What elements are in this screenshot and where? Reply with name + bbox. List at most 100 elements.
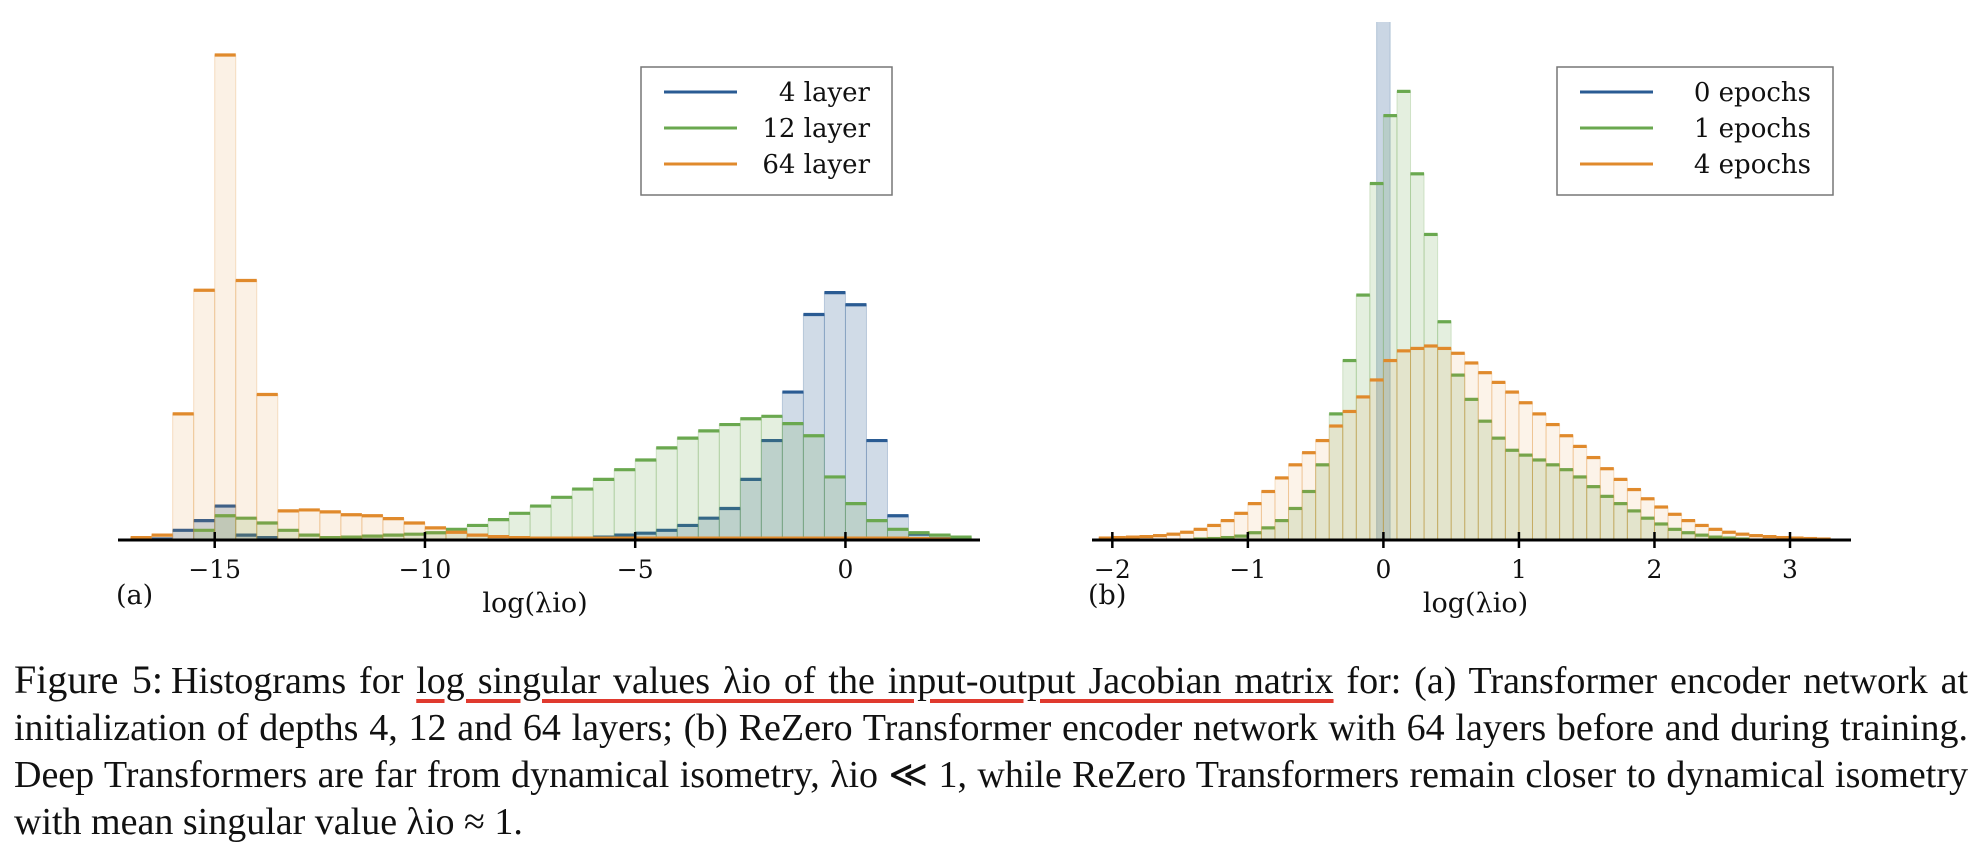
histogram-bar bbox=[1206, 524, 1222, 541]
histogram-bar bbox=[1545, 424, 1561, 541]
series-12-layer bbox=[193, 414, 973, 541]
histogram-bar bbox=[1531, 413, 1547, 541]
panel-a-label: (a) bbox=[116, 580, 153, 611]
panel-a-x-axis-label: log(λio) bbox=[482, 588, 587, 619]
histogram-bar bbox=[382, 518, 405, 541]
legend-label: 4 epochs bbox=[1694, 150, 1811, 180]
panel-a: −15 −10 −5 0 log(λio) (a) 4 layer 12 layer 64… bbox=[116, 53, 980, 619]
histogram-bar bbox=[1193, 528, 1208, 541]
histogram-bar bbox=[1288, 464, 1303, 541]
caption-highlighted-phrase: log singular values λio of the input-out… bbox=[416, 660, 1334, 702]
histogram-bar bbox=[1599, 468, 1615, 541]
histogram-bar bbox=[1586, 457, 1601, 541]
histogram-bar bbox=[1640, 498, 1655, 541]
series-64-layer bbox=[130, 53, 952, 541]
histogram-bar bbox=[1233, 512, 1249, 541]
legend-label: 0 epochs bbox=[1694, 78, 1811, 108]
histogram-bar bbox=[1437, 347, 1452, 541]
histogram-bar bbox=[214, 54, 237, 541]
panel-b-legend: 0 epochs 1 epochs 4 epochs bbox=[1556, 66, 1834, 196]
histogram-bar bbox=[193, 289, 216, 541]
histogram-bar bbox=[1315, 440, 1330, 541]
histogram-bar bbox=[676, 437, 699, 541]
histogram-bar bbox=[1559, 435, 1574, 541]
histogram-bar bbox=[1450, 352, 1466, 541]
histogram-bar bbox=[1382, 360, 1398, 541]
histogram-bar bbox=[634, 459, 657, 541]
x-tick-label: −5 bbox=[617, 555, 654, 584]
histogram-bar bbox=[1708, 528, 1723, 541]
histogram-bar bbox=[403, 522, 426, 541]
histogram-bar bbox=[1477, 372, 1493, 541]
histogram-bar bbox=[1504, 391, 1520, 541]
histogram-bar bbox=[1260, 491, 1276, 541]
histogram-bar bbox=[1410, 347, 1425, 541]
x-tick-label: −10 bbox=[399, 555, 452, 584]
histogram-bar bbox=[1220, 520, 1235, 541]
panel-b-label: (b) bbox=[1088, 580, 1126, 611]
legend-label: 1 epochs bbox=[1694, 114, 1811, 144]
x-tick-label: 2 bbox=[1647, 555, 1663, 584]
histogram-bar bbox=[361, 515, 384, 541]
histogram-bar bbox=[1355, 396, 1371, 541]
histogram-bar bbox=[697, 430, 720, 541]
histogram-bar bbox=[1301, 452, 1317, 541]
histogram-bar bbox=[1572, 445, 1588, 541]
figure-histograms: −15 −10 −5 0 log(λio) (a) 4 layer 12 layer 64… bbox=[116, 22, 1851, 619]
series-4-epochs bbox=[1098, 344, 1832, 541]
histogram-bar bbox=[1369, 379, 1384, 541]
histogram-bar bbox=[1667, 513, 1683, 541]
histogram-bar bbox=[298, 509, 321, 541]
x-tick-label: −2 bbox=[1094, 555, 1131, 584]
caption-text-before: Histograms for bbox=[170, 660, 417, 702]
histogram-bar bbox=[1464, 362, 1479, 541]
x-tick-label: 3 bbox=[1782, 555, 1798, 584]
histogram-bar bbox=[1653, 506, 1669, 541]
panel-b-x-axis-label: log(λio) bbox=[1423, 588, 1528, 619]
x-tick-label: −15 bbox=[188, 555, 241, 584]
histogram-bar bbox=[1491, 381, 1506, 541]
histogram-bar bbox=[1342, 410, 1357, 541]
x-tick-label: 0 bbox=[837, 555, 853, 584]
histogram-bar bbox=[781, 423, 804, 541]
histogram-bar bbox=[1247, 503, 1262, 541]
series-1-epochs bbox=[1193, 89, 1750, 541]
histogram-bar bbox=[592, 478, 615, 541]
legend-label: 12 layer bbox=[762, 114, 870, 144]
histogram-bar bbox=[718, 424, 741, 541]
histogram-bar bbox=[172, 413, 195, 541]
panel-a-ticks: −15 −10 −5 0 bbox=[188, 532, 853, 584]
histogram-bar bbox=[235, 280, 258, 541]
histogram-bar bbox=[1626, 489, 1642, 541]
histogram-bar bbox=[1681, 520, 1696, 541]
panel-b: −2 −1 0 1 2 3 log(λio) (b) 0 epochs 1 epochs 4 … bbox=[1088, 22, 1851, 619]
histogram-bar bbox=[739, 418, 762, 541]
legend-label: 64 layer bbox=[762, 150, 870, 180]
histogram-bar bbox=[760, 415, 783, 541]
legend-label: 4 layer bbox=[779, 78, 871, 108]
panel-b-ticks: −2 −1 0 1 2 3 bbox=[1094, 532, 1798, 584]
legend-frame bbox=[1556, 66, 1834, 196]
histogram-bar bbox=[277, 510, 300, 541]
histogram-bar bbox=[1518, 402, 1533, 541]
panel-a-bars bbox=[130, 53, 973, 541]
histogram-bar bbox=[1423, 345, 1439, 541]
histogram-bar bbox=[1274, 477, 1290, 541]
histogram-bar bbox=[844, 503, 867, 541]
panel-b-bars bbox=[1098, 22, 1832, 541]
histogram-bar bbox=[571, 488, 594, 541]
caption-text-after: for: (a) Transformer encoder network at … bbox=[14, 660, 1968, 843]
panel-a-legend: 4 layer 12 layer 64 layer bbox=[640, 66, 893, 196]
histogram-bar bbox=[529, 505, 552, 541]
histogram-bar bbox=[802, 435, 825, 541]
histogram-bar bbox=[1613, 478, 1628, 541]
histogram-bar bbox=[1328, 425, 1344, 541]
histogram-bar bbox=[319, 511, 342, 541]
x-tick-label: −1 bbox=[1229, 555, 1266, 584]
histogram-bar bbox=[1396, 350, 1412, 541]
histogram-bar bbox=[550, 496, 573, 541]
caption-label: Figure 5: bbox=[14, 657, 163, 702]
figure-caption: Figure 5: Histograms for log singular val… bbox=[14, 656, 1968, 846]
legend-frame bbox=[640, 66, 893, 196]
histogram-bar bbox=[424, 527, 447, 541]
